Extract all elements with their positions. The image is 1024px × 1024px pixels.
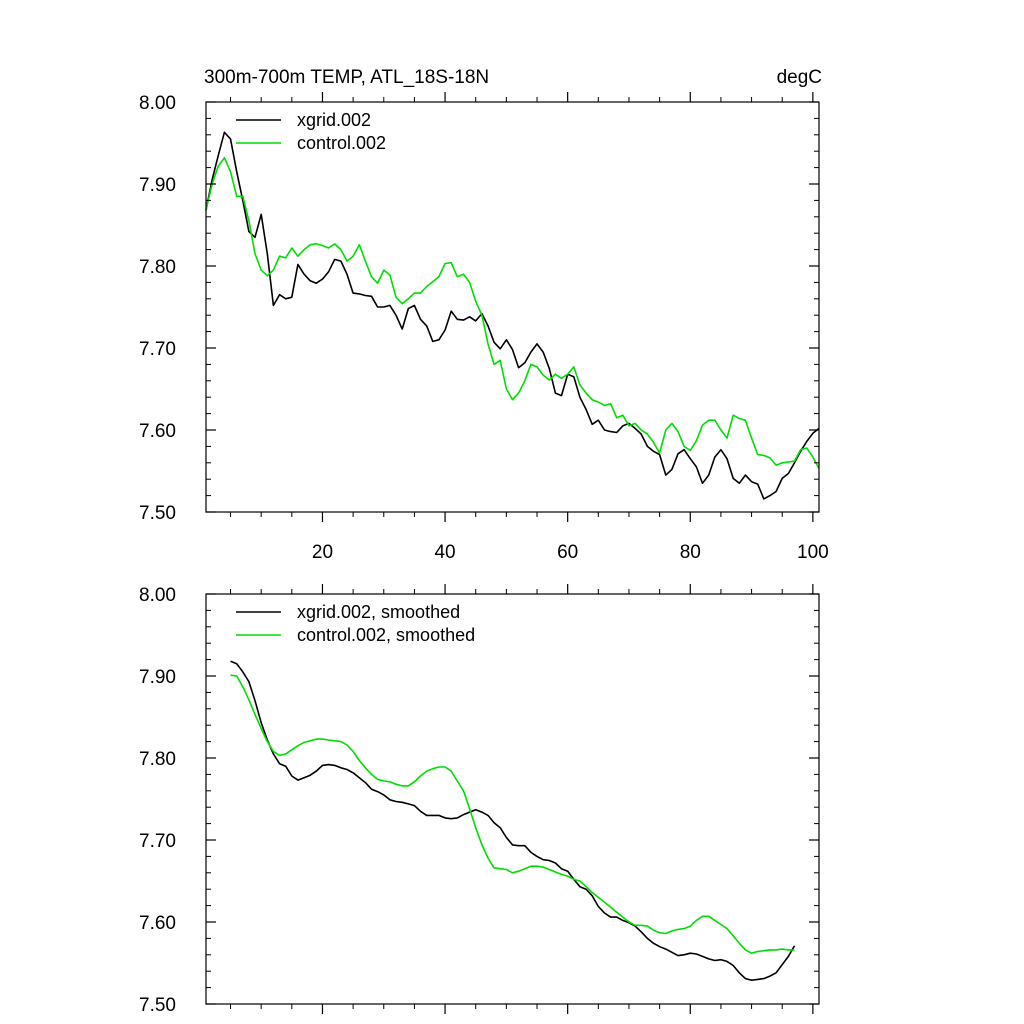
tick-layer: 7.50 7.60 7.70 7.80 7.90 8.00	[139, 584, 819, 1016]
legend-label: control.002, smoothed	[297, 625, 475, 645]
series-layer	[230, 660, 796, 982]
legend: xgrid.002 control.002	[236, 110, 386, 153]
series-line-control	[230, 674, 795, 955]
chart-title: 300m-700m TEMP, ATL_18S-18N	[204, 67, 489, 88]
x-tick-label: 100	[797, 542, 829, 563]
y-tick-label: 7.50	[139, 503, 176, 524]
legend: xgrid.002, smoothed control.002, smoothed	[236, 602, 475, 645]
series-line-control	[205, 157, 820, 469]
legend-label: control.002	[297, 133, 386, 153]
y-tick-label: 7.90	[139, 667, 176, 688]
units-label: degC	[777, 67, 822, 88]
plot-frame	[205, 593, 820, 1005]
y-tick-label: 7.90	[139, 175, 176, 196]
plot-frame	[205, 101, 820, 513]
series-layer	[205, 131, 820, 500]
y-tick-label: 7.60	[139, 913, 176, 934]
legend-label: xgrid.002	[297, 110, 371, 130]
bottom-panel: 7.50 7.60 7.70 7.80 7.90 8.00 xgrid.002, smoo…	[139, 584, 820, 1016]
y-tick-label: 7.70	[139, 831, 176, 852]
y-tick-label: 7.70	[139, 339, 176, 360]
y-tick-label: 7.50	[139, 995, 176, 1016]
series-line-xgrid	[205, 131, 820, 500]
y-tick-label: 8.00	[139, 93, 176, 114]
top-panel: 300m-700m TEMP, ATL_18S-18N degC 7.50 7.6…	[139, 67, 829, 563]
y-tick-label: 8.00	[139, 585, 176, 606]
x-tick-label: 60	[557, 542, 578, 563]
tick-layer: 7.50 7.60 7.70 7.80 7.90 8.00 20 40 60 80 100	[139, 92, 829, 563]
series-line-xgrid	[230, 660, 796, 982]
x-tick-label: 40	[434, 542, 455, 563]
y-tick-label: 7.80	[139, 257, 176, 278]
y-tick-label: 7.60	[139, 421, 176, 442]
x-tick-label: 20	[312, 542, 333, 563]
legend-label: xgrid.002, smoothed	[297, 602, 460, 622]
y-tick-label: 7.80	[139, 749, 176, 770]
x-tick-label: 80	[680, 542, 701, 563]
